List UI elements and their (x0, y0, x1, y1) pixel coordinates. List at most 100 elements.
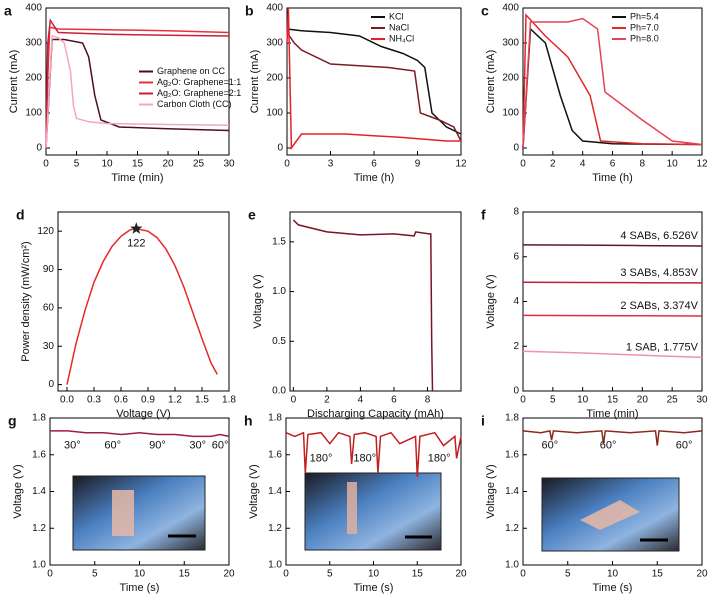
y-tick-label: 1.6 (505, 449, 519, 460)
x-tick-label: 3 (328, 159, 334, 170)
legend-label: Ph=7.0 (630, 22, 659, 32)
inset-photo (541, 477, 680, 552)
legend-label: Carbon Cloth (CC) (157, 99, 232, 109)
x-tick-label: 0 (520, 569, 526, 580)
series-line (286, 7, 461, 151)
x-tick-label: 25 (193, 159, 205, 170)
plot-frame (286, 7, 462, 156)
y-tick-label: 400 (266, 3, 283, 14)
y-axis-label: Voltage (V) (248, 464, 260, 518)
y-tick-label: 400 (502, 3, 519, 14)
x-tick-label: 15 (132, 159, 144, 170)
y-tick-label: 100 (25, 108, 42, 119)
x-tick-label: 12 (455, 159, 467, 170)
x-tick-label: 0 (43, 159, 49, 170)
x-axis-label: Time (h) (592, 172, 633, 184)
panel: 0.0 0.3 0.6 0.9 1.2 1.5 1.8 0 30 60 90 120 Voltage (… (16, 207, 236, 420)
y-tick-label: 1.2 (268, 523, 282, 534)
peak-marker (130, 222, 143, 234)
x-tick-label: 20 (696, 569, 708, 580)
annotation: 60° (676, 439, 693, 451)
y-tick-label: 0.0 (272, 386, 286, 397)
x-axis-label: Time (min) (586, 408, 638, 420)
annotation: 30° (189, 439, 206, 451)
x-tick-label: 15 (607, 395, 619, 406)
x-tick-label: 6 (371, 159, 377, 170)
series-line (522, 27, 703, 149)
legend-label: Ag₂O: Graphene=1:1 (157, 77, 241, 87)
x-tick-label: 1.8 (222, 395, 236, 406)
x-tick-label: 1.2 (168, 395, 182, 406)
x-tick-label: 0 (520, 395, 526, 406)
x-tick-label: 15 (412, 569, 424, 580)
x-tick-label: 15 (652, 569, 664, 580)
x-tick-label: 6 (391, 395, 397, 406)
y-tick-label: 1.6 (32, 449, 46, 460)
x-tick-label: 15 (179, 569, 191, 580)
annotation: 180° (428, 452, 451, 464)
series-line (286, 32, 462, 142)
annotation: 60° (104, 439, 121, 451)
panel-label: e (248, 207, 256, 223)
x-tick-label: 5 (74, 159, 80, 170)
peak-label: 122 (127, 238, 145, 250)
y-axis-label: Power density (mW/cm²) (20, 241, 32, 361)
y-tick-label: 300 (502, 38, 519, 49)
x-axis-label: Time (min) (111, 172, 163, 184)
x-tick-label: 0.6 (114, 395, 128, 406)
x-axis-label: Discharging Capacity (mAh) (307, 408, 444, 420)
y-tick-label: 60 (43, 303, 55, 314)
y-tick-label: 300 (25, 38, 42, 49)
y-tick-label: 0 (277, 143, 283, 154)
y-tick-label: 0 (513, 386, 519, 397)
x-tick-label: 0 (283, 569, 289, 580)
legend-label: NaCl (389, 22, 409, 32)
y-tick-label: 1.2 (505, 523, 519, 534)
panel-label: h (244, 413, 253, 429)
series-label: 2 SABs, 3.374V (620, 300, 698, 312)
series-line (292, 219, 434, 392)
x-tick-label: 25 (667, 395, 679, 406)
panel-label: d (16, 207, 25, 223)
panel-label: g (8, 413, 17, 429)
annotation: 180° (310, 452, 333, 464)
series-line (285, 431, 462, 477)
x-tick-label: 5 (550, 395, 556, 406)
x-tick-label: 30 (223, 159, 235, 170)
x-tick-label: 8 (425, 395, 431, 406)
panel-label: f (481, 207, 486, 223)
y-tick-label: 2 (513, 341, 519, 352)
x-axis-label: Time (h) (354, 172, 395, 184)
panel: 0 5 10 15 20 25 30 0 2 4 6 8 Time (min) Voltage (V) f 4… (481, 207, 708, 420)
plot-frame (289, 211, 462, 392)
series-label: 1 SAB, 1.775V (626, 341, 699, 353)
x-tick-label: 1.5 (195, 395, 209, 406)
annotation: 60° (600, 439, 617, 451)
series-line (522, 430, 703, 446)
y-tick-label: 1.8 (32, 413, 46, 424)
y-axis-label: Voltage (V) (485, 464, 497, 518)
x-tick-label: 0.0 (60, 395, 74, 406)
series-line (522, 13, 703, 149)
legend-label: NH₄Cl (389, 33, 414, 43)
y-tick-label: 400 (25, 3, 42, 14)
series-label: 4 SABs, 6.526V (620, 230, 698, 242)
legend-label: Ag₂O: Graphene=2:1 (157, 88, 241, 98)
y-tick-label: 1.5 (272, 236, 286, 247)
x-tick-label: 10 (368, 569, 380, 580)
y-tick-label: 1.0 (272, 286, 286, 297)
series-line (50, 430, 230, 438)
inset-photo (304, 472, 442, 551)
series-label: 3 SABs, 4.853V (620, 267, 698, 279)
y-axis-label: Current (mA) (249, 50, 261, 114)
series-line (522, 17, 703, 149)
y-tick-label: 0 (48, 379, 54, 390)
panel: 0 5 10 15 20 1.0 1.2 1.4 1.6 1.8 Time (s) Voltage (… (8, 413, 235, 594)
y-tick-label: 0.5 (272, 336, 286, 347)
y-tick-label: 200 (25, 73, 42, 84)
panel-label: a (4, 3, 12, 19)
legend-label: Ph=5.4 (630, 11, 659, 21)
y-tick-label: 1.4 (505, 486, 519, 497)
